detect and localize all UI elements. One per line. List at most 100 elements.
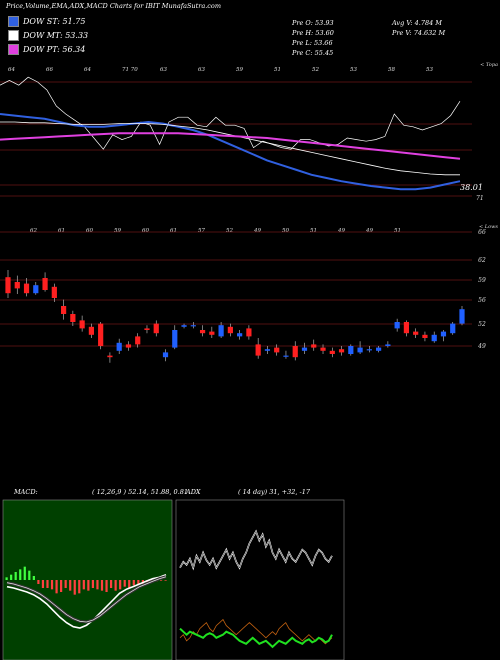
ema-top-label-7: 51 — [274, 67, 281, 73]
candle-body-43 — [403, 322, 410, 334]
ema-bottom-label-3: 59 — [114, 228, 121, 234]
stat-pre-close: Pre C: 55.45 — [292, 49, 334, 57]
macd-hist-bar-20 — [96, 580, 99, 590]
adx-background — [175, 499, 345, 660]
candle-body-12 — [116, 342, 122, 351]
candle-axis-label-3: 56 — [478, 297, 486, 304]
stat-pre-high: Pre H: 53.60 — [292, 29, 334, 37]
candle-body-5 — [51, 286, 57, 298]
candle-body-8 — [79, 320, 85, 329]
macd-hist-bar-13 — [64, 580, 67, 588]
legend-swatch-pt — [8, 44, 19, 55]
chart-title: Price,Volume,EMA,ADX,MACD Charts for IBI… — [6, 2, 221, 10]
macd-hist-bar-19 — [91, 580, 95, 588]
candle-body-46 — [431, 334, 437, 342]
candle-body-21 — [199, 330, 206, 334]
candle-body-17 — [162, 352, 169, 358]
ema-top-label-9: 53 — [350, 67, 357, 73]
macd-hist-bar-35 — [164, 580, 167, 581]
legend-swatch-st — [8, 16, 19, 27]
candle-body-40 — [376, 347, 382, 351]
candle-body-9 — [88, 326, 94, 335]
legend-label-mt: DOW MT: 53.33 — [23, 31, 89, 40]
macd-hist-bar-4 — [23, 566, 26, 580]
candle-body-19 — [181, 325, 187, 327]
macd-hist-bar-18 — [87, 580, 90, 591]
candle-body-10 — [98, 323, 104, 346]
candle-body-2 — [23, 283, 30, 294]
candle-body-4 — [42, 278, 48, 290]
candle-axis-label-1: 62 — [478, 257, 486, 264]
macd-hist-bar-23 — [109, 580, 113, 588]
stats-block: Pre O: 53.93 Avg V: 4.784 M Pre H: 53.60 P… — [292, 18, 445, 58]
macd-signal-line — [6, 576, 167, 623]
candle-corner-label: < Lows — [479, 224, 498, 230]
ema-bottom-label-1: 61 — [58, 228, 65, 234]
macd-hist-bar-17 — [82, 580, 85, 590]
macd-hist-bar-27 — [128, 580, 131, 588]
candle-body-0 — [5, 277, 11, 294]
candle-body-15 — [144, 328, 150, 330]
candle-body-14 — [135, 336, 141, 345]
macd-panel — [2, 499, 173, 660]
stat-pre-volume: Pre V: 74.632 M — [392, 29, 446, 37]
stat-pre-open: Pre O: 53.93 — [292, 19, 334, 27]
macd-hist-bar-5 — [28, 570, 31, 580]
ema-top-label-8: 52 — [312, 67, 319, 73]
candle-body-20 — [190, 325, 196, 327]
adx-plus-di-inner — [179, 530, 333, 569]
macd-hist-bar-11 — [55, 580, 58, 594]
ema-bottom-label-12: 49 — [365, 228, 373, 234]
candle-body-30 — [283, 355, 289, 357]
candle-body-32 — [301, 347, 308, 351]
macd-hist-bar-34 — [159, 580, 163, 581]
macd-hist-bar-29 — [137, 580, 140, 584]
macd-hist-bar-0 — [5, 577, 8, 580]
ema-top-label-1: 66 — [46, 67, 53, 73]
candle-body-38 — [357, 347, 363, 353]
macd-hist-bar-28 — [132, 580, 135, 586]
ema-bottom-label-9: 50 — [282, 228, 289, 234]
adx-line — [179, 627, 333, 649]
stat-avg-volume: Avg V: 4.784 M — [392, 19, 442, 27]
ema-top-label-0: 64 — [8, 67, 15, 73]
macd-hist-bar-7 — [37, 580, 40, 584]
macd-hist-bar-25 — [119, 580, 122, 590]
legend-label-st: DOW ST: 51.75 — [23, 17, 86, 26]
ema-bottom-label-4: 60 — [142, 228, 149, 234]
macd-line — [6, 573, 167, 629]
macd-hist-bar-12 — [60, 580, 63, 592]
ema-bottom-label-10: 51 — [310, 228, 317, 234]
candle-body-35 — [329, 350, 335, 354]
ema-top-label-4: 63 — [160, 67, 167, 73]
legend-dow-st: DOW ST: 51.75 — [8, 16, 85, 27]
candle-body-31 — [292, 346, 298, 358]
ema-top-label-11: 53 — [426, 67, 433, 73]
ema-bottom-label-2: 60 — [86, 228, 93, 234]
adx-params: ( 14 day) 31, +32, -17 — [238, 488, 310, 496]
candle-body-11 — [107, 355, 113, 358]
ema-bottom-label-13: 51 — [394, 228, 401, 234]
ema-bottom-label-5: 61 — [170, 228, 177, 234]
candle-body-41 — [385, 344, 391, 346]
candle-body-3 — [33, 285, 39, 294]
macd-hist-bar-15 — [73, 580, 76, 595]
ema-top-label-5: 63 — [198, 67, 205, 73]
candle-body-44 — [413, 331, 419, 335]
candle-body-18 — [172, 330, 178, 348]
candle-axis-label-0: 66 — [478, 229, 486, 236]
macd-hist-bar-24 — [114, 580, 117, 591]
macd-hist-bar-2 — [14, 572, 17, 580]
candle-body-34 — [320, 347, 326, 351]
candle-body-25 — [237, 333, 243, 337]
macd-hist-bar-14 — [69, 580, 72, 591]
ema-last-value: 38.01 — [460, 183, 483, 192]
macd-hist-bar-26 — [123, 580, 126, 587]
ema-low-label: 71 — [476, 195, 484, 202]
legend-label-pt: DOW PT: 56.34 — [23, 45, 86, 54]
candle-panel: 66 62 59 56 52 49 < Lows — [0, 224, 498, 363]
macd-hist-bar-21 — [100, 580, 104, 591]
ema-bottom-label-6: 57 — [198, 228, 205, 234]
macd-hist-bar-1 — [10, 574, 13, 580]
adx-minus-di-line — [179, 618, 333, 645]
